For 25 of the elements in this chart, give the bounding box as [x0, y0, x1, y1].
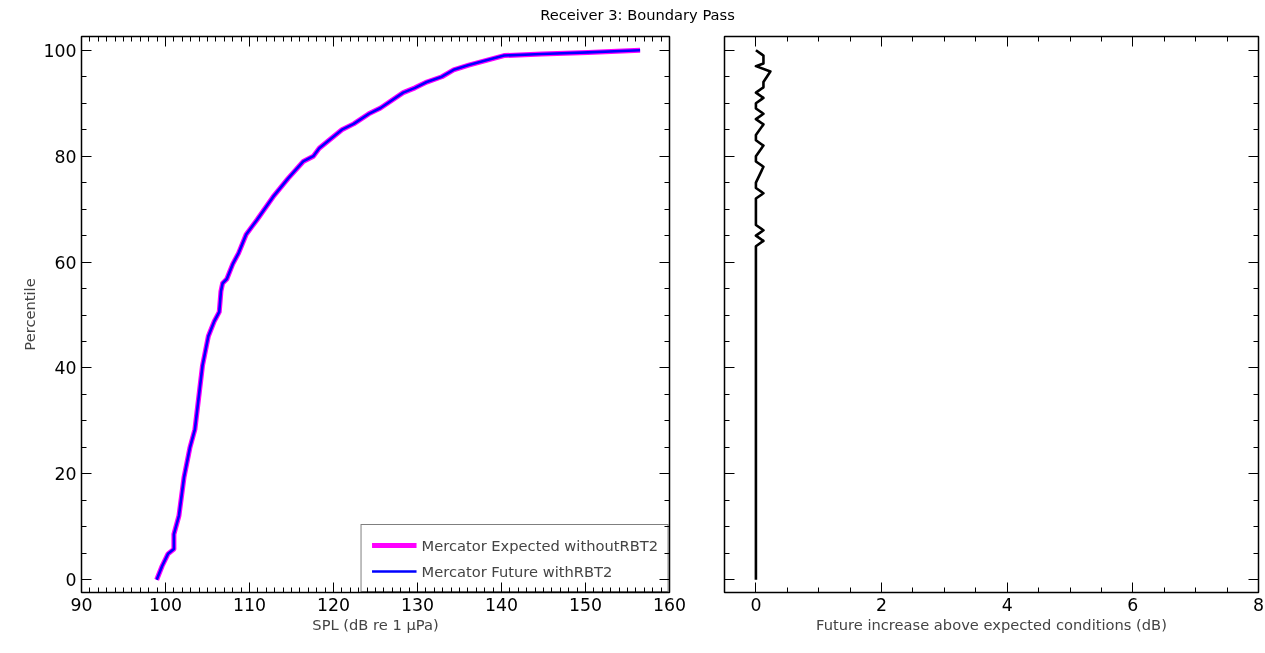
x-tick-label: 2 — [876, 594, 888, 615]
legend-label: Mercator Expected withoutRBT2 — [421, 536, 658, 554]
x-tick-label: 6 — [1127, 594, 1139, 615]
y-tick-label: 0 — [65, 570, 77, 591]
x-tick-label: 110 — [232, 594, 267, 615]
y-tick-label: 40 — [54, 358, 77, 379]
y-axis-title: Percentile — [21, 278, 39, 351]
x-tick-label: 120 — [316, 594, 351, 615]
y-tick-label: 60 — [54, 252, 77, 273]
x-tick-label: 150 — [568, 594, 603, 615]
x-tick-label: 90 — [70, 594, 93, 615]
x-axis-title: SPL (dB re 1 μPa) — [312, 615, 439, 633]
x-axis-title: Future increase above expected conditions (dB) — [816, 615, 1167, 633]
x-tick-label: 160 — [652, 594, 687, 615]
x-tick-label: 130 — [400, 594, 435, 615]
x-tick-label: 0 — [750, 594, 762, 615]
x-tick-label: 100 — [148, 594, 183, 615]
x-tick-label: 8 — [1252, 594, 1265, 615]
y-tick-label: 20 — [54, 464, 77, 485]
chart-title: Receiver 3: Boundary Pass — [540, 5, 735, 25]
y-tick-label: 80 — [54, 146, 77, 167]
x-tick-label: 4 — [1001, 594, 1013, 615]
legend-label: Mercator Future withRBT2 — [421, 562, 613, 580]
y-tick-label: 100 — [43, 40, 77, 61]
x-tick-label: 140 — [484, 594, 519, 615]
